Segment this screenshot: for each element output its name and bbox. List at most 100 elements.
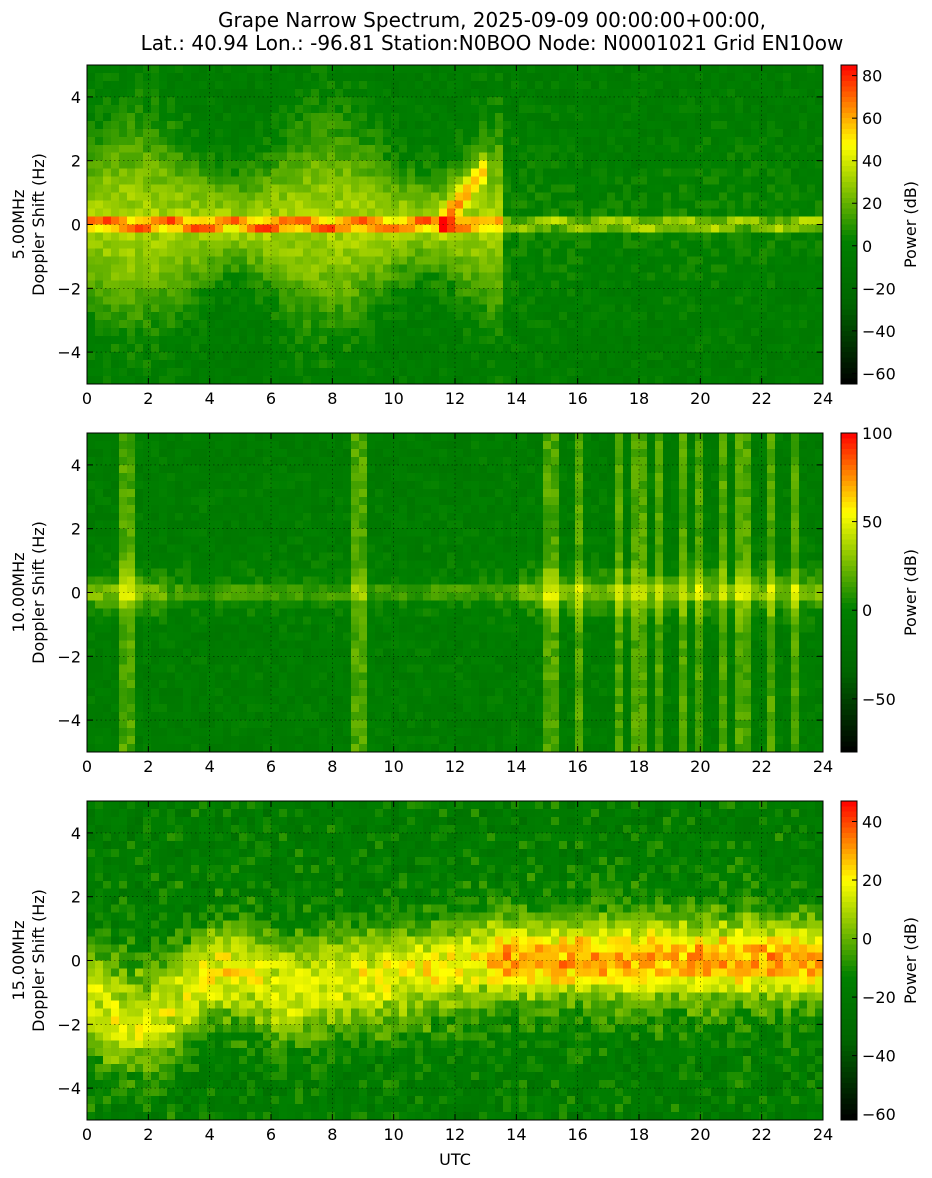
heatmap-cell — [255, 672, 264, 681]
heatmap-cell — [727, 320, 736, 329]
heatmap-cell — [399, 128, 408, 138]
heatmap-cell — [727, 248, 736, 257]
heatmap-cell — [111, 272, 120, 281]
heatmap-cell — [287, 88, 296, 98]
heatmap-cell — [479, 248, 488, 257]
heatmap-cell — [463, 360, 472, 369]
heatmap-cell — [95, 592, 104, 602]
heatmap-cell — [247, 448, 256, 458]
heatmap-cell — [359, 208, 368, 218]
heatmap-cell — [463, 152, 472, 162]
heatmap-cell — [383, 296, 392, 305]
heatmap-cell — [175, 240, 184, 250]
heatmap-cell — [239, 136, 248, 146]
heatmap-cell — [575, 160, 584, 170]
heatmap-cell — [255, 728, 264, 737]
heatmap-cell — [167, 224, 176, 234]
heatmap-cell — [463, 264, 472, 273]
heatmap-cell — [655, 128, 664, 138]
heatmap-cell — [95, 640, 104, 649]
colorbar-segment — [841, 128, 857, 135]
heatmap-cell — [495, 200, 504, 210]
heatmap-cell — [471, 104, 480, 114]
heatmap-cell — [143, 433, 152, 442]
heatmap-cell — [503, 320, 512, 329]
heatmap-cell — [703, 224, 712, 234]
heatmap-cell — [807, 112, 816, 122]
heatmap-cell — [639, 136, 648, 146]
heatmap-cell — [167, 464, 176, 474]
heatmap-cell — [95, 368, 104, 377]
heatmap-cell — [503, 336, 512, 345]
heatmap-cell — [431, 352, 440, 361]
heatmap-cell — [215, 336, 224, 345]
heatmap-cell — [287, 112, 296, 122]
heatmap-cell — [711, 96, 720, 106]
heatmap-cell — [135, 128, 144, 138]
heatmap-cell — [215, 616, 224, 625]
heatmap-cell — [727, 65, 736, 74]
heatmap-cell — [215, 232, 224, 242]
heatmap-cell — [111, 640, 120, 649]
heatmap-cell — [231, 568, 240, 578]
heatmap-cell — [175, 200, 184, 210]
heatmap-cell — [463, 120, 472, 130]
heatmap-cell — [287, 120, 296, 130]
heatmap-cell — [223, 88, 232, 98]
heatmap-cell — [343, 248, 352, 257]
heatmap-cell — [167, 728, 176, 737]
heatmap-cell — [287, 160, 296, 170]
heatmap-cell — [623, 264, 632, 273]
heatmap-cell — [375, 192, 384, 202]
heatmap-cell — [407, 128, 416, 138]
heatmap-cell — [191, 72, 200, 82]
heatmap-cell — [735, 312, 744, 321]
heatmap-cell — [719, 128, 728, 138]
heatmap-cell — [135, 152, 144, 162]
heatmap-cell — [191, 280, 200, 289]
heatmap-cell — [103, 80, 112, 90]
heatmap-cell — [119, 224, 128, 234]
heatmap-cell — [775, 88, 784, 98]
heatmap-cell — [87, 688, 96, 697]
heatmap-cell — [127, 144, 136, 154]
heatmap-cell — [783, 240, 792, 250]
heatmap-cell — [479, 152, 488, 162]
heatmap-cell — [527, 136, 536, 146]
heatmap-cell — [679, 288, 688, 297]
heatmap-cell — [799, 312, 808, 321]
heatmap-cell — [167, 96, 176, 106]
heatmap-cell — [615, 216, 624, 226]
heatmap-cell — [207, 88, 216, 98]
heatmap-cell — [231, 88, 240, 98]
heatmap-cell — [95, 648, 104, 657]
heatmap-cell — [495, 264, 504, 273]
heatmap-cell — [495, 96, 504, 106]
heatmap-cell — [599, 256, 608, 265]
heatmap-cell — [247, 472, 256, 482]
heatmap-cell — [103, 65, 112, 74]
heatmap-cell — [711, 80, 720, 90]
heatmap-cell — [391, 160, 400, 170]
heatmap-cell — [415, 264, 424, 273]
heatmap-cell — [527, 144, 536, 154]
heatmap-cell — [495, 328, 504, 337]
heatmap-cell — [239, 448, 248, 458]
heatmap-cell — [223, 433, 232, 442]
heatmap-cell — [287, 72, 296, 82]
heatmap-cell — [647, 272, 656, 281]
heatmap-cell — [807, 208, 816, 218]
heatmap-cell — [167, 72, 176, 82]
heatmap-cell — [327, 65, 336, 74]
heatmap-cell — [231, 224, 240, 234]
heatmap-cell — [191, 720, 200, 729]
heatmap-cell — [151, 368, 160, 377]
heatmap-cell — [295, 304, 304, 313]
heatmap-cell — [679, 144, 688, 154]
heatmap-cell — [191, 616, 200, 625]
heatmap-cell — [167, 616, 176, 625]
heatmap-cell — [183, 480, 192, 490]
heatmap-cell — [671, 344, 680, 353]
heatmap-cell — [479, 72, 488, 82]
heatmap-cell — [151, 528, 160, 538]
